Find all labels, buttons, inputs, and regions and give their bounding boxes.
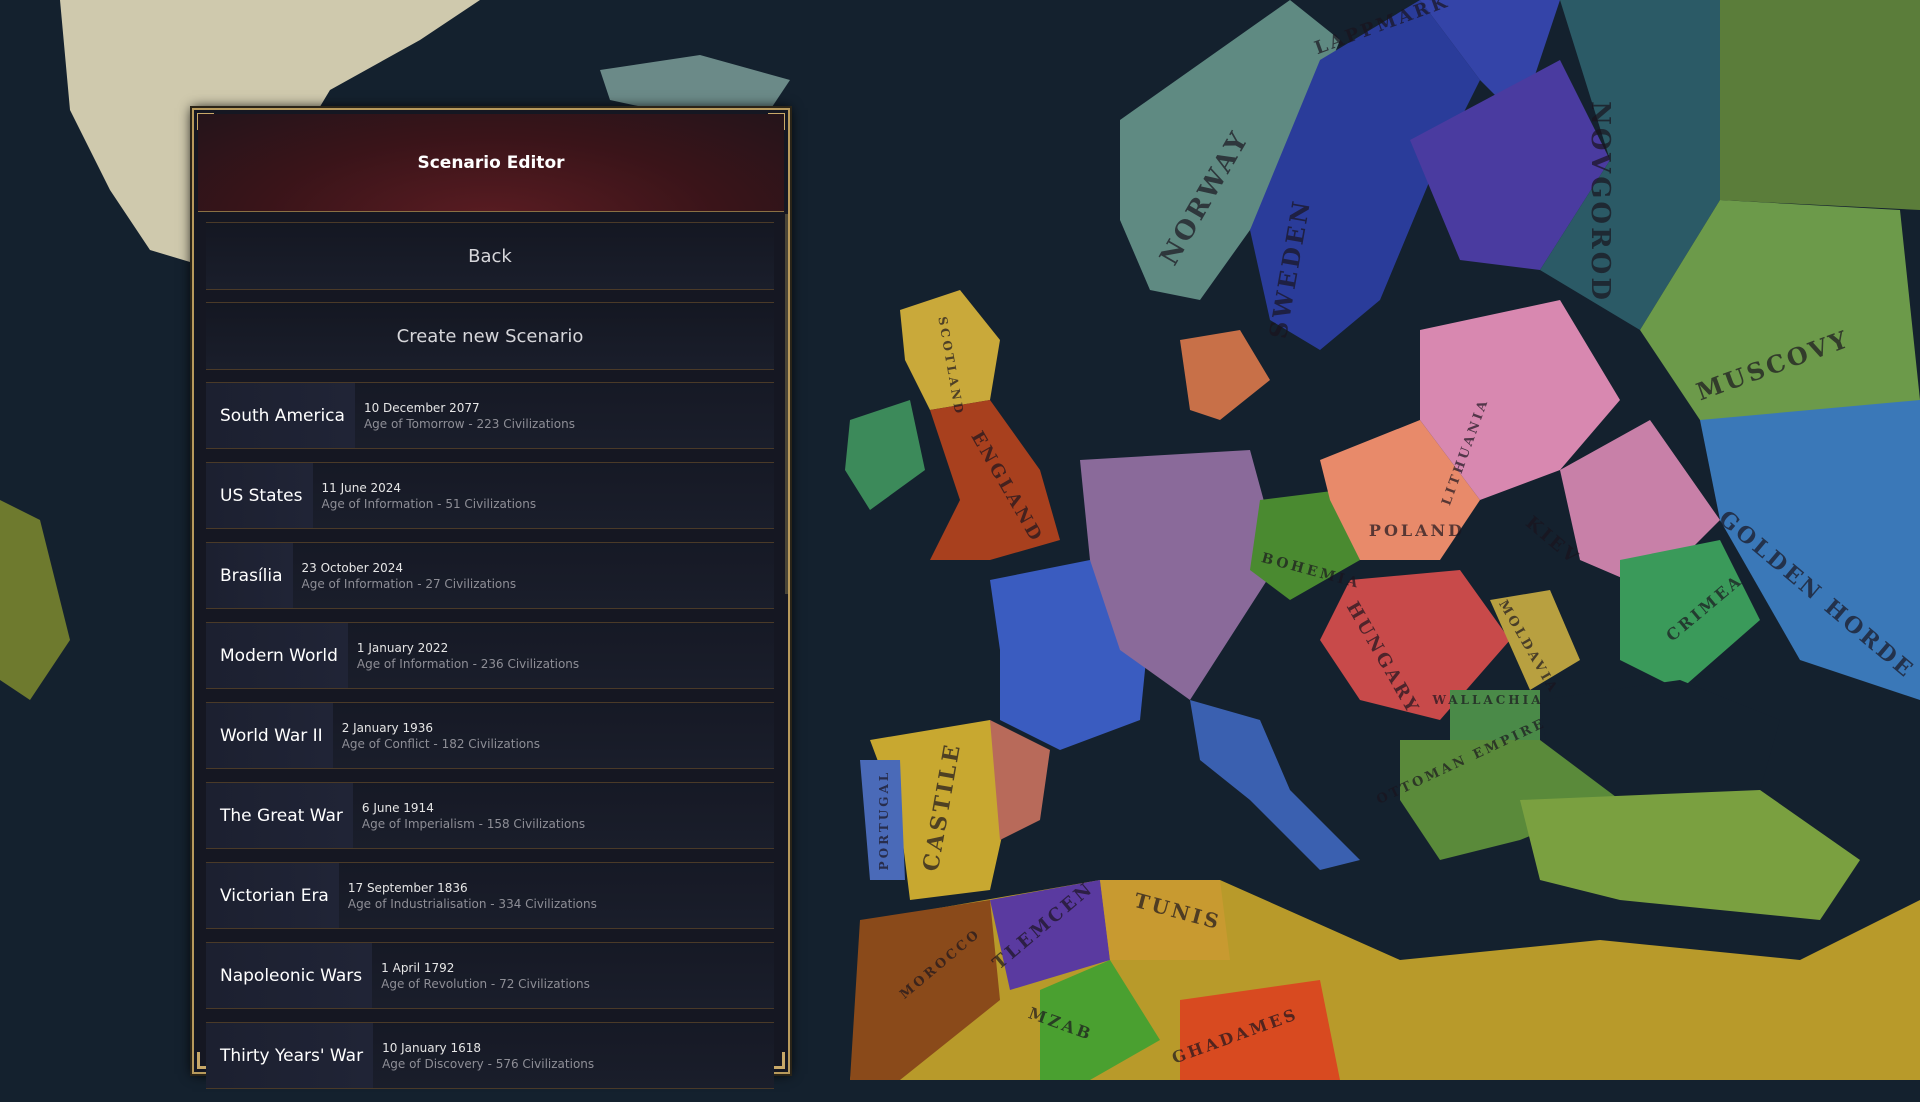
scenario-details: Age of Revolution - 72 Civilizations [381, 976, 590, 991]
finland [1410, 60, 1610, 270]
scenario-name: US States [206, 463, 313, 528]
scenario-name: Modern World [206, 623, 348, 688]
denmark [1180, 330, 1270, 420]
scenario-name: World War II [206, 703, 333, 768]
back-button[interactable]: Back [206, 222, 774, 290]
create-new-scenario-button[interactable]: Create new Scenario [206, 302, 774, 370]
scenario-name: The Great War [206, 783, 353, 848]
panel-title: Scenario Editor [417, 152, 565, 173]
castile [870, 720, 1010, 900]
scenario-row[interactable]: World War II 2 January 1936 Age of Confl… [206, 702, 774, 769]
italy [1190, 700, 1360, 870]
hungary [1320, 570, 1510, 720]
scenario-details: Age of Discovery - 576 Civilizations [382, 1056, 595, 1071]
scenario-info: 1 April 1792 Age of Revolution - 72 Civi… [372, 943, 590, 1008]
scenario-info: 17 September 1836 Age of Industrialisati… [339, 863, 597, 928]
scenario-row[interactable]: US States 11 June 2024 Age of Informatio… [206, 462, 774, 529]
scenario-row[interactable]: The Great War 6 June 1914 Age of Imperia… [206, 782, 774, 849]
crimea [1620, 540, 1760, 690]
scenario-row[interactable]: Modern World 1 January 2022 Age of Infor… [206, 622, 774, 689]
scenario-info: 11 June 2024 Age of Information - 51 Civ… [313, 463, 537, 528]
scenario-date: 23 October 2024 [301, 560, 403, 575]
scenario-date: 6 June 1914 [361, 800, 434, 815]
scenario-date: 1 April 1792 [381, 960, 455, 975]
england [930, 400, 1060, 560]
morocco [850, 900, 1000, 1080]
map-label: POLAND [1369, 521, 1465, 540]
scenario-details: Age of Information - 51 Civilizations [321, 496, 537, 511]
scrollbar[interactable] [785, 214, 788, 594]
scenario-date: 10 January 1618 [382, 1040, 481, 1055]
corner-ornament [768, 1052, 785, 1069]
scenario-info: 6 June 1914 Age of Imperialism - 158 Civ… [353, 783, 585, 848]
aragon [990, 720, 1050, 840]
russia-north [1720, 0, 1920, 210]
scenario-info: 23 October 2024 Age of Information - 27 … [293, 543, 517, 608]
ottoman [1400, 740, 1620, 860]
ghadames [1180, 980, 1340, 1080]
novgorod [1540, 0, 1720, 330]
anatolia [1520, 790, 1860, 920]
scenario-date: 10 December 2077 [363, 400, 480, 415]
north-america-coast [0, 500, 70, 700]
scenario-row[interactable]: Victorian Era 17 September 1836 Age of I… [206, 862, 774, 929]
scenario-details: Age of Tomorrow - 223 Civilizations [363, 416, 575, 431]
scenario-name: Victorian Era [206, 863, 339, 928]
panel-header: Scenario Editor [198, 114, 784, 212]
poland [1320, 420, 1480, 560]
scenario-info: 1 January 2022 Age of Information - 236 … [348, 623, 579, 688]
norway [1120, 0, 1340, 300]
black-sea [1540, 680, 1780, 800]
scenario-list: Back Create new Scenario South America 1… [206, 222, 774, 1102]
scenario-editor-panel: Scenario Editor Back Create new Scenario… [192, 108, 790, 1089]
map-label: WALLACHIA [1431, 693, 1543, 707]
bohemia [1250, 490, 1360, 600]
scenario-name: South America [206, 383, 355, 448]
scotland [900, 290, 1000, 410]
moldavia [1490, 590, 1580, 690]
scenario-date: 11 June 2024 [321, 480, 402, 495]
scenario-row[interactable]: South America 10 December 2077 Age of To… [206, 382, 774, 449]
corner-ornament [197, 1052, 214, 1069]
golden-horde [1700, 400, 1920, 700]
scenario-date: 1 January 2022 [356, 640, 449, 655]
scenario-info: 10 January 1618 Age of Discovery - 576 C… [373, 1023, 594, 1088]
wallachia [1450, 690, 1540, 740]
scenario-details: Age of Information - 236 Civilizations [356, 656, 580, 671]
scenario-row[interactable]: Napoleonic Wars 1 April 1792 Age of Revo… [206, 942, 774, 1009]
scenario-row[interactable]: Brasília 23 October 2024 Age of Informat… [206, 542, 774, 609]
sweden [1250, 0, 1480, 350]
portugal [860, 760, 905, 880]
scenario-details: Age of Information - 27 Civilizations [301, 576, 517, 591]
lappmark [1290, 0, 1560, 120]
map-label: NOVGOROD [1585, 101, 1615, 303]
scenario-name: Napoleonic Wars [206, 943, 373, 1008]
scenario-name: Thirty Years' War [206, 1023, 374, 1088]
scenario-info: 2 January 1936 Age of Conflict - 182 Civ… [333, 703, 540, 768]
scenario-date: 2 January 1936 [341, 720, 433, 735]
lithuania [1420, 300, 1620, 500]
ireland [845, 400, 925, 510]
tlemcen [990, 880, 1110, 990]
muscovy [1640, 200, 1920, 470]
tunis [1100, 880, 1230, 960]
scenario-details: Age of Conflict - 182 Civilizations [341, 736, 540, 751]
scenario-date: 17 September 1836 [347, 880, 468, 895]
kiev [1560, 420, 1720, 590]
scenario-info: 10 December 2077 Age of Tomorrow - 223 C… [355, 383, 575, 448]
scenario-details: Age of Imperialism - 158 Civilizations [361, 816, 586, 831]
scenario-name: Brasília [206, 543, 293, 608]
iceland [600, 55, 790, 115]
hre [1080, 450, 1280, 700]
scenario-row[interactable]: Thirty Years' War 10 January 1618 Age of… [206, 1022, 774, 1089]
map-label: PORTUGAL [877, 770, 891, 871]
mzab [1040, 960, 1160, 1080]
scenario-details: Age of Industrialisation - 334 Civilizat… [347, 896, 597, 911]
